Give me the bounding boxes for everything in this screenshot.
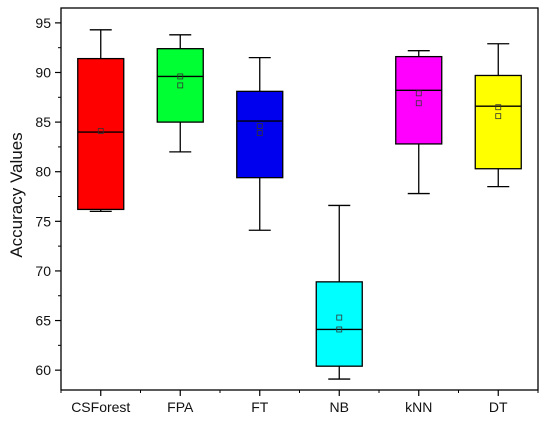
- mean-marker: [256, 130, 263, 136]
- boxes-layer: [77, 29, 522, 380]
- plot-frame: [60, 7, 539, 391]
- box-fpa: [156, 34, 204, 153]
- iqr-box: [156, 48, 204, 123]
- mean-marker: [415, 100, 422, 107]
- y-tick-label: 90: [35, 64, 51, 80]
- iqr-box: [474, 74, 522, 170]
- mean-marker: [97, 128, 104, 134]
- box-csforest: [77, 29, 125, 213]
- mean-marker: [495, 104, 502, 111]
- y-tick-label: 75: [35, 213, 51, 229]
- x-tick-label: CSForest: [71, 399, 130, 415]
- y-tick-label: 80: [35, 164, 51, 180]
- y-tick-label: 60: [35, 362, 51, 378]
- mean-marker: [336, 326, 343, 333]
- mean-marker: [336, 314, 343, 321]
- x-tick-label: NB: [330, 399, 349, 415]
- mean-marker: [495, 113, 502, 120]
- mean-marker: [415, 90, 422, 97]
- box-nb: [315, 204, 363, 380]
- y-tick-label: 85: [35, 114, 51, 130]
- x-tick-label: kNN: [405, 399, 432, 415]
- plot-border: [60, 7, 539, 391]
- box-knn: [395, 50, 443, 195]
- iqr-box: [236, 90, 284, 179]
- y-tick-label: 65: [35, 313, 51, 329]
- iqr-box: [77, 57, 125, 211]
- y-axis-title: Accuracy Values: [7, 132, 26, 257]
- y-tick-label: 70: [35, 263, 51, 279]
- box-dt: [474, 43, 522, 188]
- mean-marker: [177, 73, 184, 80]
- iqr-box: [395, 55, 443, 145]
- mean-marker: [177, 82, 184, 89]
- mean-marker: [256, 123, 263, 129]
- iqr-box: [315, 281, 363, 367]
- x-tick-label: FPA: [167, 399, 194, 415]
- y-tick-label: 95: [35, 15, 51, 31]
- x-tick-label: DT: [489, 399, 508, 415]
- x-tick-label: FT: [251, 399, 269, 415]
- x-axis: CSForest FPA FT NB kNN DT: [60, 390, 539, 415]
- y-axis: 60 65 70 75 80 85 90 95: [35, 15, 61, 378]
- box-ft: [236, 56, 284, 231]
